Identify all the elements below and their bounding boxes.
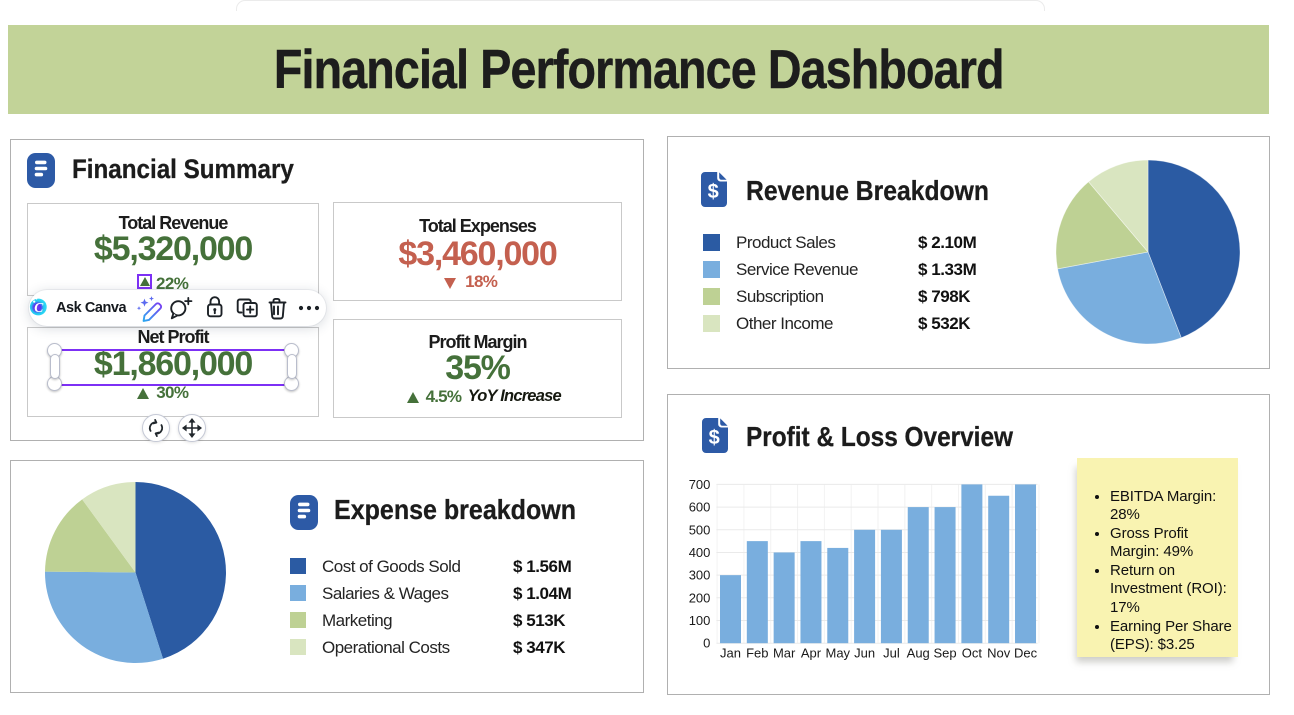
svg-text:Aug: Aug	[907, 646, 930, 661]
svg-text:400: 400	[689, 545, 711, 560]
svg-text:Sep: Sep	[933, 646, 956, 661]
svg-text:May: May	[825, 646, 850, 661]
svg-text:200: 200	[689, 590, 711, 605]
svg-text:300: 300	[689, 568, 711, 583]
svg-text:Jun: Jun	[854, 646, 875, 661]
svg-text:Feb: Feb	[746, 646, 768, 661]
svg-text:500: 500	[689, 522, 711, 537]
svg-text:100: 100	[689, 613, 711, 628]
svg-text:700: 700	[689, 477, 711, 492]
svg-text:$: $	[708, 181, 719, 203]
svg-text:0: 0	[703, 636, 710, 651]
svg-text:Jan: Jan	[720, 646, 741, 661]
svg-text:Jul: Jul	[883, 646, 900, 661]
svg-text:Apr: Apr	[801, 646, 822, 661]
svg-text:Nov: Nov	[987, 646, 1011, 661]
svg-text:Mar: Mar	[773, 646, 796, 661]
svg-text:Oct: Oct	[962, 646, 983, 661]
svg-text:Dec: Dec	[1014, 646, 1038, 661]
svg-text:$: $	[709, 427, 720, 449]
svg-text:600: 600	[689, 500, 711, 515]
svg-text:C: C	[34, 300, 44, 315]
